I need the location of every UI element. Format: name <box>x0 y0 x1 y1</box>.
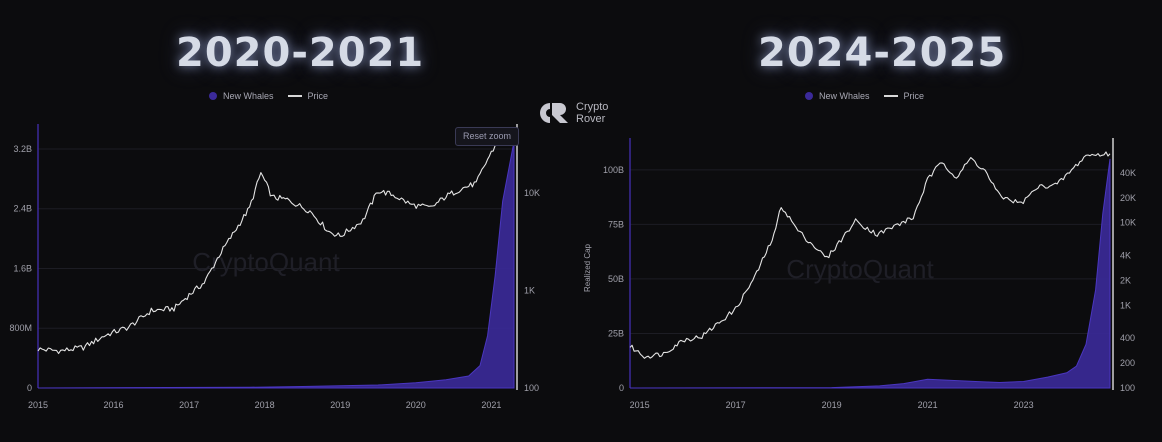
right-legend-price-label: Price <box>903 91 925 101</box>
y-left-tick-label: 2.4B <box>13 204 32 214</box>
line-icon <box>883 95 898 97</box>
right-legend-new-whales[interactable]: New Whales <box>805 91 870 101</box>
crypto-rover-logo: Crypto Rover <box>536 100 608 126</box>
y-left-tick-label: 75B <box>608 219 624 229</box>
left-legend-price-label: Price <box>307 91 329 101</box>
y-right-tick-label: 1K <box>524 285 535 295</box>
right-legend-price[interactable]: Price <box>883 91 925 101</box>
x-tick-label: 2023 <box>1014 400 1034 410</box>
y-left-tick-label: 800M <box>9 323 32 333</box>
y-left-tick-label: 50B <box>608 274 624 284</box>
x-tick-label: 2017 <box>179 400 199 410</box>
left-chart: 0 800M 1.6B 2.4B 3.2B 100 1K 10K 2015 2016 2017 201… <box>9 124 540 410</box>
y-left-tick-label: 3.2B <box>13 144 32 154</box>
y-right-tick-label: 2K <box>1120 275 1131 285</box>
left-legend-new-whales-label: New Whales <box>223 91 274 101</box>
purple-dot-icon <box>805 92 813 100</box>
x-tick-label: 2015 <box>630 400 650 410</box>
x-tick-label: 2016 <box>104 400 124 410</box>
left-legend: New Whales Price <box>209 91 328 101</box>
reset-zoom-button[interactable]: Reset zoom <box>455 127 519 146</box>
crypto-rover-logo-icon <box>540 103 568 123</box>
right-panel-title: 2024-2025 <box>758 30 1007 76</box>
x-tick-label: 2021 <box>481 400 501 410</box>
x-tick-label: 2015 <box>28 400 48 410</box>
y-right-tick-label: 10K <box>1120 218 1136 228</box>
y-right-tick-label: 4K <box>1120 251 1131 261</box>
cryptoquant-watermark: CryptoQuant <box>786 254 934 284</box>
new-whales-area <box>629 158 1111 389</box>
right-legend: New Whales Price <box>805 91 924 101</box>
left-legend-new-whales[interactable]: New Whales <box>209 91 274 101</box>
right-chart: 0 25B 50B 75B 100B 100 200 400 1K 2K 4K 10K 20K 40K 20… <box>583 138 1136 410</box>
left-panel-title: 2020-2021 <box>176 30 425 76</box>
x-tick-label: 2019 <box>822 400 842 410</box>
line-icon <box>287 95 302 97</box>
x-tick-label: 2020 <box>406 400 426 410</box>
y-right-tick-label: 20K <box>1120 193 1136 203</box>
purple-dot-icon <box>209 92 217 100</box>
price-line <box>629 151 1111 359</box>
y-right-tick-label: 40K <box>1120 168 1136 178</box>
y-left-tick-label: 25B <box>608 328 624 338</box>
y-right-tick-label: 400 <box>1120 333 1135 343</box>
y-left-tick-label: 0 <box>27 383 32 393</box>
right-legend-new-whales-label: New Whales <box>819 91 870 101</box>
y-left-tick-label: 1.6B <box>13 263 32 273</box>
x-tick-label: 2018 <box>255 400 275 410</box>
logo-line-2: Rover <box>576 113 606 125</box>
new-whales-area <box>37 141 515 389</box>
y-right-tick-label: 200 <box>1120 358 1135 368</box>
x-tick-label: 2017 <box>726 400 746 410</box>
y-right-tick-label: 100 <box>1120 383 1135 393</box>
crypto-rover-wordmark: Crypto Rover <box>576 101 608 125</box>
price-line <box>37 133 514 355</box>
y-left-tick-label: 0 <box>619 383 624 393</box>
y-right-tick-label: 10K <box>524 188 540 198</box>
y-right-tick-label: 1K <box>1120 300 1131 310</box>
x-tick-label: 2019 <box>330 400 350 410</box>
x-tick-label: 2021 <box>918 400 938 410</box>
cryptoquant-watermark: CryptoQuant <box>192 247 340 277</box>
left-legend-price[interactable]: Price <box>287 91 329 101</box>
y-right-tick-label: 100 <box>524 383 539 393</box>
y-axis-label: Realized Cap <box>583 243 592 292</box>
logo-line-1: Crypto <box>576 101 609 113</box>
y-left-tick-label: 100B <box>603 165 624 175</box>
